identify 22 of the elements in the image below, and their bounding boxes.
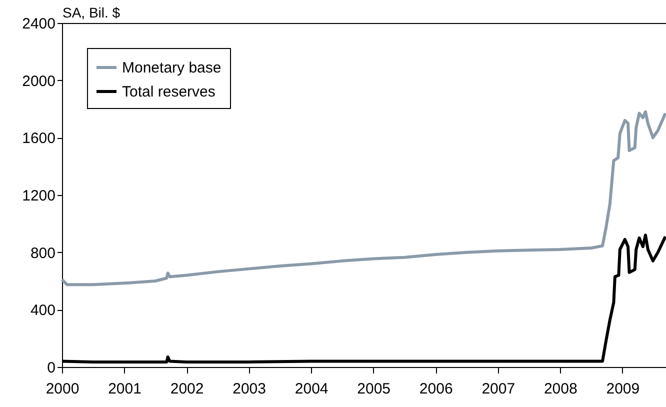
y-tick-label: 400	[30, 302, 56, 320]
y-tick-label: 2400	[22, 16, 56, 32]
x-tick-label: 2005	[357, 380, 391, 398]
x-tick-label: 2008	[544, 380, 578, 398]
line-series	[60, 234, 666, 364]
x-tick-label: 2006	[419, 380, 453, 398]
x-tick-label: 2002	[170, 380, 204, 398]
y-tick-label: 1600	[22, 130, 56, 148]
x-tick-label: 2004	[294, 380, 328, 398]
legend-label: Total reserves	[122, 84, 216, 100]
x-tick-label: 2009	[606, 380, 640, 398]
x-tick-label: 2003	[232, 380, 266, 398]
y-axis-title: SA, Bil. $	[62, 4, 120, 20]
y-tick-label: 1200	[22, 188, 56, 204]
legend-label: Monetary base	[122, 60, 222, 76]
line-series	[60, 110, 666, 286]
y-tick-label: 0	[47, 360, 56, 376]
y-tick-label: 800	[30, 244, 56, 262]
x-tick-label: 2000	[46, 380, 80, 398]
x-tick-label: 2007	[482, 380, 516, 398]
x-tick-label: 2001	[108, 380, 142, 398]
y-tick-label: 2000	[22, 72, 56, 90]
